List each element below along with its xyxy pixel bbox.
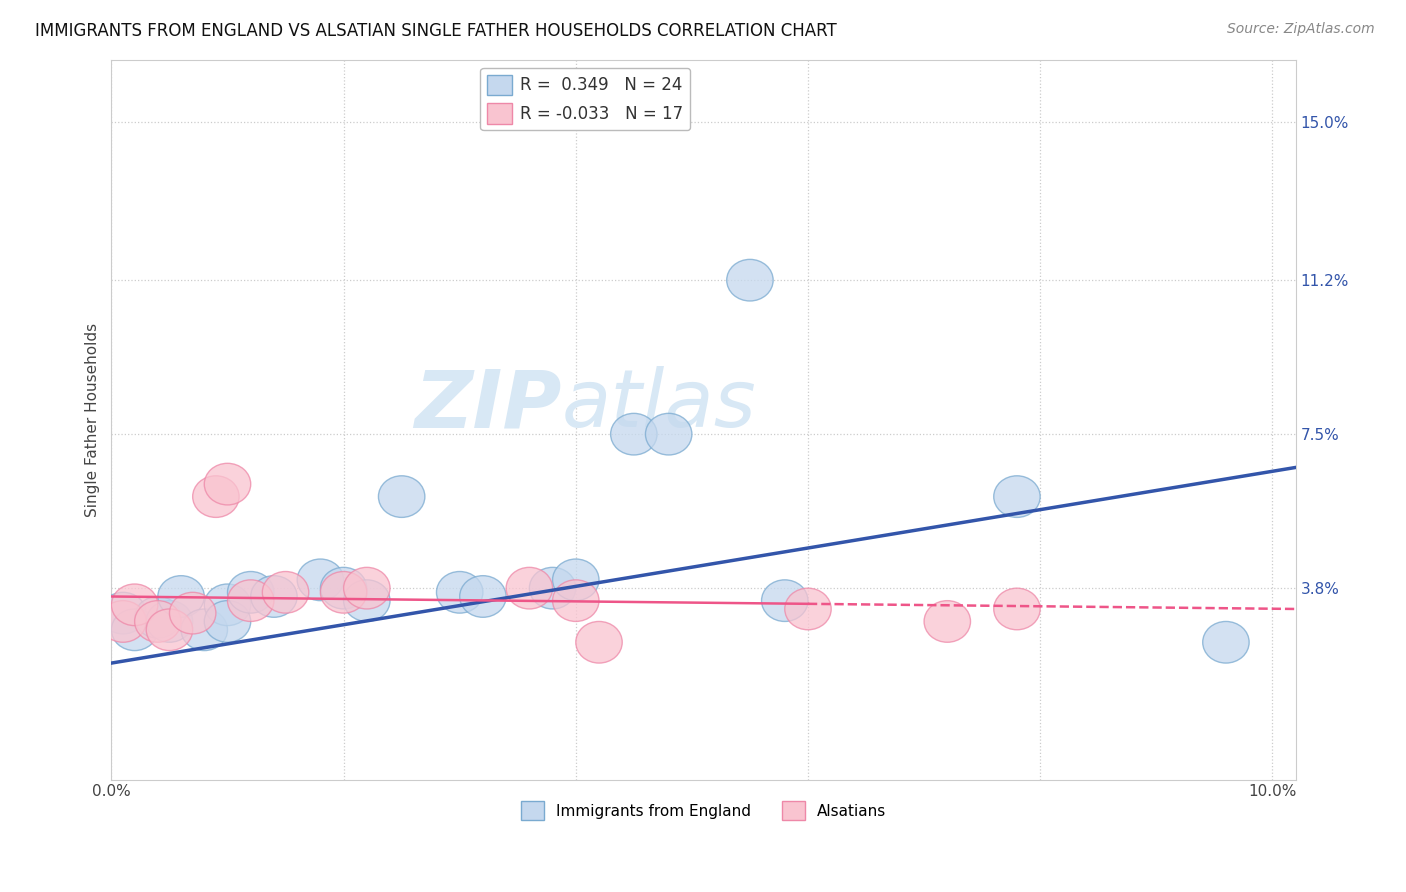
Ellipse shape [228, 580, 274, 622]
Ellipse shape [321, 572, 367, 613]
Ellipse shape [100, 592, 146, 634]
Ellipse shape [146, 609, 193, 650]
Ellipse shape [924, 600, 970, 642]
Ellipse shape [529, 567, 576, 609]
Ellipse shape [297, 559, 343, 600]
Ellipse shape [135, 600, 181, 642]
Ellipse shape [553, 580, 599, 622]
Ellipse shape [157, 575, 204, 617]
Ellipse shape [204, 584, 250, 625]
Ellipse shape [193, 475, 239, 517]
Ellipse shape [100, 600, 146, 642]
Ellipse shape [111, 609, 157, 650]
Ellipse shape [181, 609, 228, 650]
Ellipse shape [576, 622, 623, 663]
Ellipse shape [263, 572, 309, 613]
Ellipse shape [321, 567, 367, 609]
Ellipse shape [204, 600, 250, 642]
Ellipse shape [610, 413, 657, 455]
Ellipse shape [343, 567, 389, 609]
Text: IMMIGRANTS FROM ENGLAND VS ALSATIAN SINGLE FATHER HOUSEHOLDS CORRELATION CHART: IMMIGRANTS FROM ENGLAND VS ALSATIAN SING… [35, 22, 837, 40]
Ellipse shape [436, 572, 482, 613]
Ellipse shape [170, 592, 217, 634]
Ellipse shape [460, 575, 506, 617]
Text: ZIP: ZIP [413, 367, 561, 444]
Ellipse shape [994, 588, 1040, 630]
Ellipse shape [1202, 622, 1249, 663]
Ellipse shape [506, 567, 553, 609]
Ellipse shape [135, 597, 181, 638]
Ellipse shape [727, 260, 773, 301]
Ellipse shape [785, 588, 831, 630]
Ellipse shape [146, 600, 193, 642]
Ellipse shape [343, 580, 389, 622]
Text: Source: ZipAtlas.com: Source: ZipAtlas.com [1227, 22, 1375, 37]
Ellipse shape [553, 559, 599, 600]
Ellipse shape [762, 580, 808, 622]
Ellipse shape [645, 413, 692, 455]
Legend: Immigrants from England, Alsatians: Immigrants from England, Alsatians [515, 795, 893, 826]
Text: atlas: atlas [561, 367, 756, 444]
Ellipse shape [204, 463, 250, 505]
Ellipse shape [250, 575, 297, 617]
Ellipse shape [228, 572, 274, 613]
Ellipse shape [111, 584, 157, 625]
Y-axis label: Single Father Households: Single Father Households [86, 323, 100, 516]
Ellipse shape [378, 475, 425, 517]
Ellipse shape [994, 475, 1040, 517]
